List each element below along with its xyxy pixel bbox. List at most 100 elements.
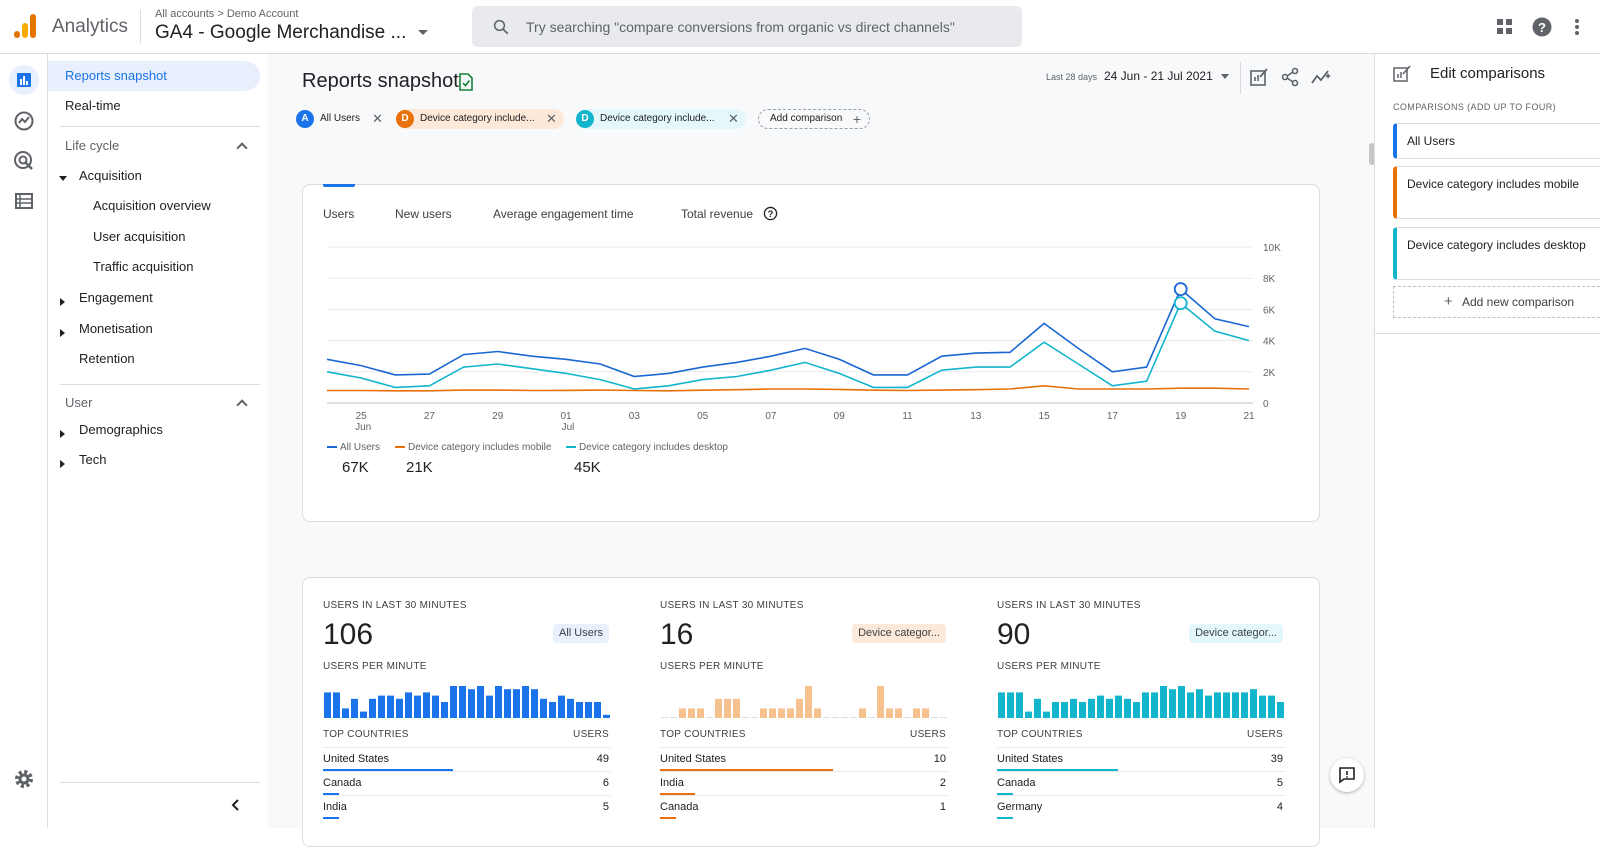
comparison-chip-mobile[interactable]: D Device category include... ✕	[396, 109, 564, 129]
minute-bar[interactable]	[1241, 692, 1248, 718]
tab-users[interactable]: Users	[323, 207, 355, 221]
minute-bar[interactable]	[594, 702, 601, 718]
minute-bar[interactable]	[787, 708, 794, 718]
minute-bar[interactable]	[522, 686, 529, 718]
collapsed-caret-icon[interactable]	[60, 298, 65, 306]
nav-acquisition-overview[interactable]: Acquisition overview	[93, 198, 211, 213]
hover-point[interactable]	[1173, 282, 1188, 297]
legend-all-users[interactable]: All Users	[327, 442, 380, 453]
search-box[interactable]	[472, 6, 1022, 47]
settings-icon[interactable]	[12, 767, 36, 791]
minute-bar[interactable]	[1043, 711, 1050, 718]
minute-bar[interactable]	[324, 692, 331, 718]
minute-bar[interactable]	[585, 702, 592, 718]
comparison-chip-desktop[interactable]: D Device category include... ✕	[576, 109, 746, 129]
minute-bar[interactable]	[661, 717, 668, 718]
minute-bar[interactable]	[450, 686, 457, 718]
minute-bar[interactable]	[670, 717, 677, 718]
minute-bar[interactable]	[504, 689, 511, 718]
minute-bar[interactable]	[1025, 711, 1032, 718]
minute-bar[interactable]	[796, 698, 803, 718]
minute-bar[interactable]	[1214, 692, 1221, 718]
minute-bar[interactable]	[459, 686, 466, 718]
minute-bar[interactable]	[387, 695, 394, 718]
comparison-card-mobile[interactable]: Device category includes mobile	[1393, 166, 1600, 219]
minute-bar[interactable]	[1169, 689, 1176, 718]
chevron-up-icon[interactable]	[236, 399, 248, 411]
series-line[interactable]	[327, 384, 1250, 392]
minute-bar[interactable]	[1187, 692, 1194, 718]
minute-bar[interactable]	[1133, 702, 1140, 718]
minute-bar[interactable]	[868, 717, 875, 718]
minute-bar[interactable]	[1124, 698, 1131, 718]
minute-bar[interactable]	[940, 717, 947, 718]
minute-bar[interactable]	[688, 708, 695, 718]
minute-bar[interactable]	[859, 708, 866, 718]
minute-bar[interactable]	[360, 711, 367, 718]
series-line[interactable]	[326, 301, 1250, 390]
minute-bar[interactable]	[432, 695, 439, 718]
minute-bar[interactable]	[1088, 698, 1095, 718]
reports-icon[interactable]	[9, 65, 39, 95]
minute-bar[interactable]	[1250, 689, 1257, 718]
minute-bar[interactable]	[769, 708, 776, 718]
minute-bar[interactable]	[540, 698, 547, 718]
country-row[interactable]: Germany 4	[997, 795, 1285, 819]
expanded-caret-icon[interactable]	[59, 176, 67, 181]
tab-total-revenue[interactable]: Total revenue	[681, 207, 754, 221]
minute-bar[interactable]	[805, 686, 812, 718]
minute-bar[interactable]	[405, 692, 412, 718]
breadcrumb[interactable]: All accounts > Demo Account	[155, 8, 299, 20]
minute-bar[interactable]	[760, 708, 767, 718]
nav-tech[interactable]: Tech	[79, 452, 107, 467]
legend-mobile[interactable]: Device category includes mobile	[395, 442, 551, 453]
minute-bar[interactable]	[369, 698, 376, 718]
country-row[interactable]: Canada 1	[660, 795, 948, 819]
minute-bar[interactable]	[1232, 692, 1239, 718]
search-input[interactable]	[526, 16, 996, 38]
hover-point[interactable]	[1173, 296, 1188, 311]
minute-bar[interactable]	[441, 702, 448, 718]
minute-bar[interactable]	[1034, 698, 1041, 718]
nav-monetisation[interactable]: Monetisation	[79, 321, 153, 336]
minute-bar[interactable]	[396, 698, 403, 718]
minute-bar[interactable]	[904, 717, 911, 718]
minute-bar[interactable]	[742, 717, 749, 718]
help-icon[interactable]: ?	[763, 206, 778, 221]
minute-bar[interactable]	[1079, 702, 1086, 718]
minute-bar[interactable]	[697, 708, 704, 718]
minute-bar[interactable]	[486, 695, 493, 718]
nav-demographics[interactable]: Demographics	[79, 422, 163, 437]
close-icon[interactable]: ✕	[728, 111, 739, 126]
minute-bar[interactable]	[1196, 689, 1203, 718]
user-section-header[interactable]: User	[65, 395, 93, 410]
minute-bar[interactable]	[895, 708, 902, 718]
minute-bar[interactable]	[751, 717, 758, 718]
minute-bar[interactable]	[886, 708, 893, 718]
explore-icon[interactable]	[12, 109, 36, 133]
collapsed-caret-icon[interactable]	[60, 430, 65, 438]
minute-bar[interactable]	[931, 717, 938, 718]
country-row[interactable]: Canada 5	[997, 771, 1285, 795]
minute-bar[interactable]	[715, 698, 722, 718]
chevron-up-icon[interactable]	[236, 142, 248, 154]
collapse-nav-icon[interactable]	[228, 797, 244, 813]
country-row[interactable]: India 5	[323, 795, 611, 819]
add-comparison-button[interactable]: Add comparison +	[758, 109, 870, 129]
legend-desktop[interactable]: Device category includes desktop	[566, 442, 728, 453]
minute-bar[interactable]	[1151, 692, 1158, 718]
chevron-down-icon[interactable]	[1221, 74, 1229, 79]
close-icon[interactable]: ✕	[372, 111, 383, 126]
minute-bar[interactable]	[1178, 686, 1185, 718]
minute-bar[interactable]	[414, 695, 421, 718]
nav-engagement[interactable]: Engagement	[79, 290, 153, 305]
date-range-picker[interactable]: 24 Jun - 21 Jul 2021	[1104, 69, 1213, 83]
configure-icon[interactable]	[12, 189, 36, 213]
collapsed-caret-icon[interactable]	[60, 329, 65, 337]
minute-bar[interactable]	[558, 695, 565, 718]
add-new-comparison-button[interactable]: + Add new comparison	[1393, 286, 1600, 318]
comparison-card-desktop[interactable]: Device category includes desktop	[1393, 227, 1600, 280]
minute-bar[interactable]	[679, 708, 686, 718]
minute-bar[interactable]	[733, 698, 740, 718]
